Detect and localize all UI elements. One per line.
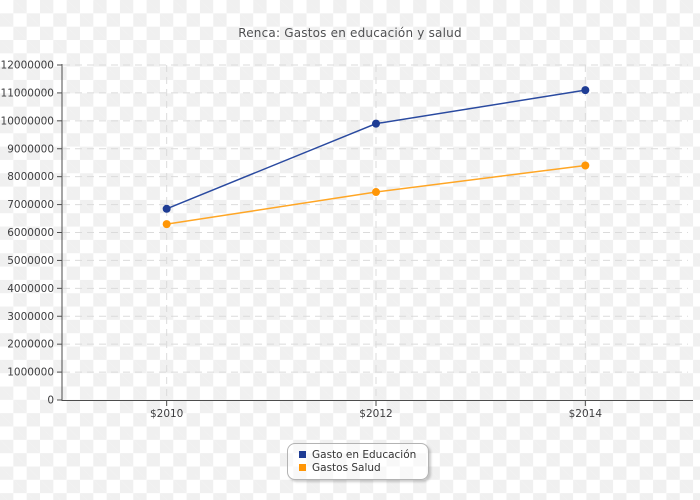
data-point-s1-2010 <box>162 220 171 229</box>
legend-box: Gasto en Educación Gastos Salud <box>287 443 430 480</box>
y-axis-label: 3000000 <box>7 311 54 323</box>
legend-label-educacion: Gasto en Educación <box>312 448 417 461</box>
data-point-s0-2014 <box>581 86 590 95</box>
y-axis-label: 9000000 <box>7 143 54 155</box>
x-axis-label: $2014 <box>569 408 603 420</box>
data-point-s1-2012 <box>372 188 380 197</box>
legend-item-salud: Gastos Salud <box>299 461 416 474</box>
data-point-s0-2012 <box>372 119 380 128</box>
y-axis-label: 8000000 <box>7 171 54 183</box>
x-axis-label: $2010 <box>150 408 183 420</box>
y-axis-label: 1000000 <box>7 367 54 379</box>
data-point-s1-2014 <box>581 161 590 170</box>
y-axis-label: 6000000 <box>7 227 54 239</box>
y-axis-label: 11000000 <box>1 87 54 99</box>
data-point-s0-2010 <box>162 204 171 213</box>
x-axis-label: $2012 <box>359 408 392 420</box>
y-axis-label: 10000000 <box>1 115 54 127</box>
chart-title: Renca: Gastos en educación y salud <box>238 26 462 40</box>
legend-swatch-salud-icon <box>299 464 306 471</box>
y-axis-label: 7000000 <box>7 199 54 211</box>
legend-item-educacion: Gasto en Educación <box>299 448 416 461</box>
y-axis-label: 12000000 <box>1 60 54 72</box>
legend-label-salud: Gastos Salud <box>312 461 381 474</box>
y-axis-label: 4000000 <box>7 283 54 295</box>
legend-swatch-educacion-icon <box>299 451 306 458</box>
y-axis-label: 2000000 <box>7 339 54 351</box>
y-axis-label: 0 <box>47 395 54 407</box>
y-axis-label: 5000000 <box>7 255 54 267</box>
